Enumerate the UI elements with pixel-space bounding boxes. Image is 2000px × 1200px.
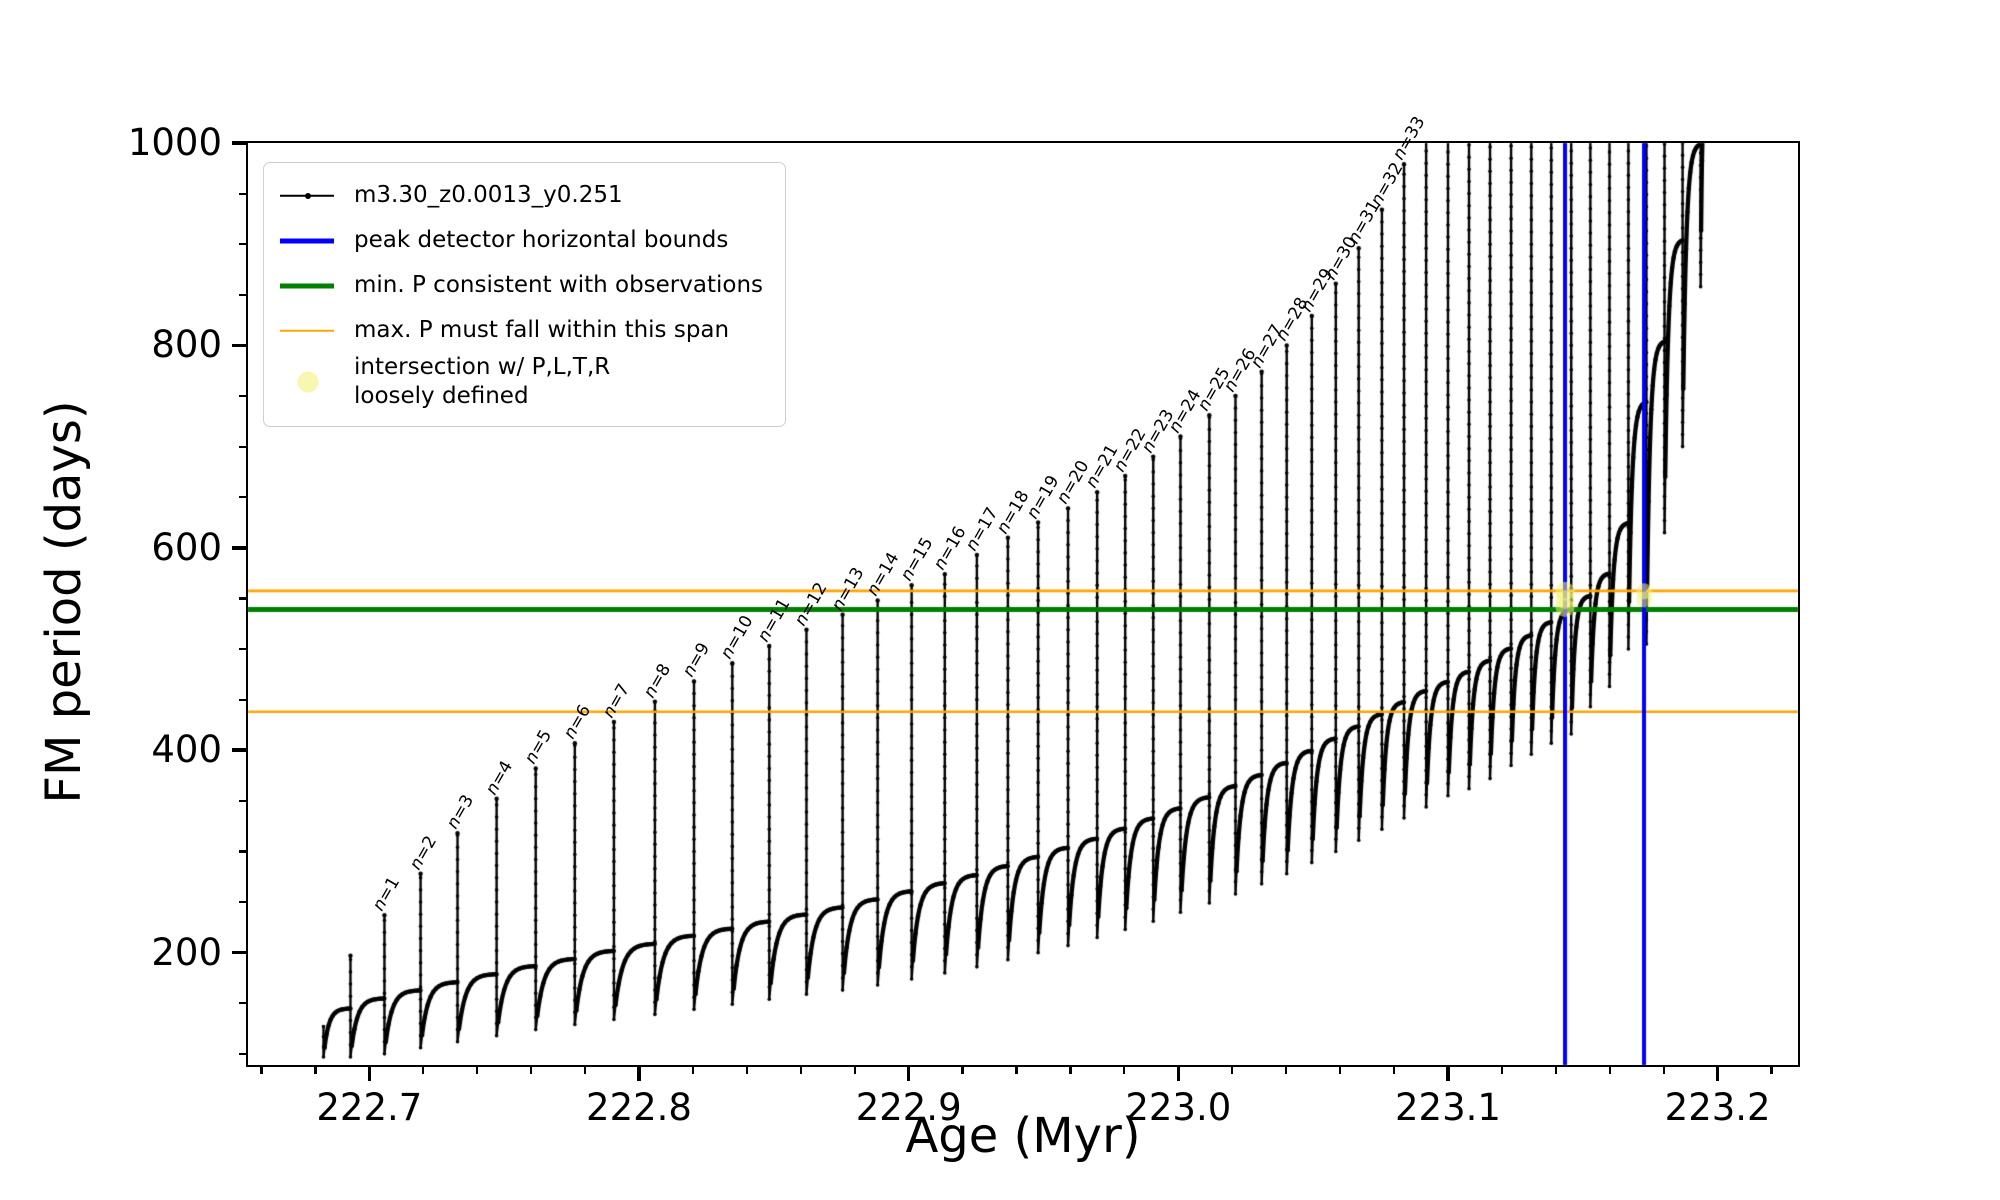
y-major-tick — [232, 950, 248, 955]
legend-item-label: min. P consistent with observations — [354, 271, 764, 298]
x-minor-tick — [1554, 1065, 1557, 1074]
x-tick-label: 223.2 — [1664, 1086, 1771, 1129]
line-swatch-icon — [280, 329, 334, 332]
legend-item-2: min. P consistent with observations — [280, 263, 763, 308]
y-minor-tick — [239, 597, 248, 600]
legend-handle-3 — [280, 319, 336, 343]
x-minor-tick — [1339, 1065, 1342, 1074]
y-minor-tick — [239, 293, 248, 296]
line-swatch-icon — [280, 283, 334, 288]
y-minor-tick — [239, 647, 248, 651]
legend-handle-0 — [280, 184, 336, 208]
y-tick-label: 600 — [151, 525, 222, 569]
x-tick-label: 222.7 — [316, 1086, 423, 1129]
y-tick-label: 1000 — [127, 121, 222, 164]
legend-item-3: max. P must fall within this span — [280, 308, 763, 353]
intersection-marker-icon — [297, 371, 319, 393]
x-minor-tick — [1285, 1065, 1288, 1074]
legend-handle-4 — [280, 370, 336, 394]
legend-item-0: m3.30_z0.0013_y0.251 — [280, 173, 763, 218]
axes-frame — [245, 140, 1800, 1067]
y-major-tick — [232, 546, 248, 550]
y-major-tick — [232, 343, 248, 348]
legend-handle-2 — [280, 274, 336, 298]
legend-item-label: m3.30_z0.0013_y0.251 — [354, 181, 623, 208]
y-minor-tick — [239, 799, 248, 802]
x-minor-tick — [799, 1065, 802, 1074]
x-minor-tick — [1069, 1065, 1072, 1074]
y-minor-tick — [239, 850, 248, 853]
x-minor-tick — [1123, 1065, 1126, 1074]
x-minor-tick — [260, 1065, 263, 1074]
x-minor-tick — [853, 1065, 856, 1074]
x-minor-tick — [961, 1065, 964, 1074]
x-major-tick — [906, 1065, 911, 1081]
y-minor-tick — [239, 192, 248, 195]
legend-item-label: max. P must fall within this span — [354, 316, 730, 343]
y-minor-tick — [239, 445, 248, 448]
x-minor-tick — [691, 1065, 695, 1074]
y-minor-tick — [239, 496, 248, 499]
legend-item-4: intersection w/ P,L,T,R loosely defined — [280, 353, 763, 412]
x-tick-label: 223.1 — [1395, 1086, 1501, 1129]
y-minor-tick — [239, 900, 248, 904]
x-major-tick — [637, 1065, 641, 1081]
x-minor-tick — [1500, 1065, 1503, 1074]
x-minor-tick — [314, 1065, 317, 1074]
x-minor-tick — [530, 1065, 533, 1074]
y-tick-label: 200 — [151, 930, 222, 974]
x-minor-tick — [745, 1065, 748, 1074]
y-tick-label: 800 — [151, 323, 222, 367]
x-tick-label: 222.8 — [586, 1086, 692, 1129]
x-minor-tick — [476, 1065, 479, 1074]
series-marker-icon — [305, 192, 311, 199]
x-tick-label: 223.0 — [1125, 1086, 1232, 1129]
x-minor-tick — [1392, 1065, 1396, 1074]
line-swatch-icon — [280, 238, 334, 243]
x-major-tick — [367, 1065, 372, 1081]
legend-item-label: peak detector horizontal bounds — [354, 226, 729, 253]
x-major-tick — [1446, 1065, 1450, 1081]
x-minor-tick — [1662, 1065, 1665, 1074]
y-major-tick — [232, 141, 248, 145]
x-minor-tick — [422, 1065, 425, 1074]
x-minor-tick — [1770, 1065, 1773, 1074]
x-tick-label: 222.9 — [855, 1086, 962, 1129]
x-major-tick — [1176, 1065, 1181, 1081]
x-minor-tick — [1608, 1065, 1611, 1074]
y-axis-label: FM period (days) — [36, 400, 92, 804]
legend-handle-1 — [280, 229, 336, 253]
y-major-tick — [232, 748, 248, 752]
y-minor-tick — [239, 394, 248, 398]
x-minor-tick — [1231, 1065, 1234, 1074]
y-minor-tick — [239, 698, 248, 701]
x-major-tick — [1715, 1065, 1720, 1081]
y-minor-tick — [239, 243, 248, 246]
y-minor-tick — [239, 1002, 248, 1005]
x-minor-tick — [1015, 1065, 1018, 1074]
x-axis-label: Age (Myr) — [905, 1108, 1141, 1164]
x-minor-tick — [583, 1065, 587, 1074]
y-tick-label: 400 — [151, 728, 222, 772]
legend-item-1: peak detector horizontal bounds — [280, 218, 763, 263]
y-minor-tick — [239, 1052, 248, 1055]
legend-item-label: intersection w/ P,L,T,R loosely defined — [354, 354, 611, 410]
